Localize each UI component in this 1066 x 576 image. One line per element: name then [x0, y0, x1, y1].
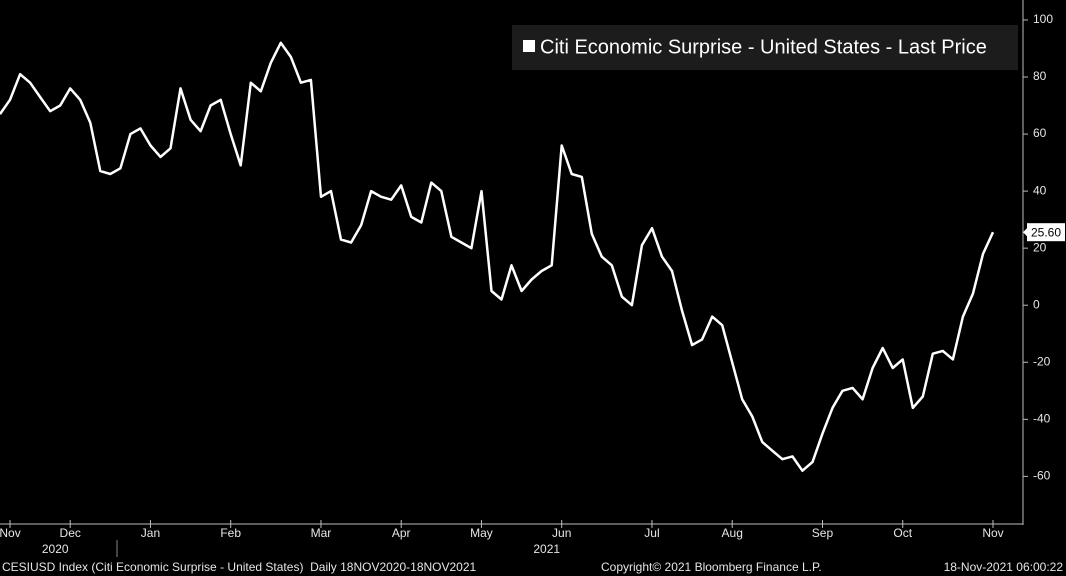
footer-index: CESIUSD Index (Citi Economic Surprise - … [2, 560, 477, 574]
x-year-label: 2021 [533, 542, 560, 556]
last-value-label: 25.60 [1031, 225, 1061, 239]
y-tick-label: 40 [1033, 183, 1047, 197]
x-tick-label: Jan [141, 526, 160, 540]
series-line [0, 41, 995, 472]
x-tick-label: Feb [220, 526, 241, 540]
x-tick-label: Aug [722, 526, 743, 540]
x-tick-label: Dec [60, 526, 81, 540]
x-tick-label: Nov [982, 526, 1003, 540]
x-tick-label: Oct [893, 526, 912, 540]
x-tick-label: Mar [311, 526, 332, 540]
x-tick-label: Apr [392, 526, 411, 540]
x-tick-label: May [470, 526, 493, 540]
x-tick-label: Jul [644, 526, 659, 540]
last-value-pointer [1023, 227, 1028, 238]
y-tick-label: 20 [1033, 240, 1047, 254]
legend-box [512, 25, 1018, 70]
y-tick-label: -20 [1033, 354, 1051, 368]
y-tick-label: 0 [1033, 297, 1040, 311]
x-tick-label: Jun [552, 526, 571, 540]
y-tick-label: 80 [1033, 69, 1047, 83]
legend-swatch [523, 40, 535, 52]
x-tick-label: Sep [812, 526, 834, 540]
y-tick-label: 100 [1033, 12, 1053, 26]
legend-label: Citi Economic Surprise - United States -… [540, 36, 987, 58]
last-value-box [1027, 223, 1065, 242]
x-tick-label: Nov [0, 526, 21, 540]
footer-timestamp: 18-Nov-2021 06:00:22 [944, 560, 1064, 574]
y-tick-label: -40 [1033, 411, 1051, 425]
footer-copyright: Copyright© 2021 Bloomberg Finance L.P. [601, 560, 822, 574]
y-tick-label: -60 [1033, 469, 1051, 483]
y-tick-label: 60 [1033, 126, 1047, 140]
x-year-label: 2020 [42, 542, 69, 556]
